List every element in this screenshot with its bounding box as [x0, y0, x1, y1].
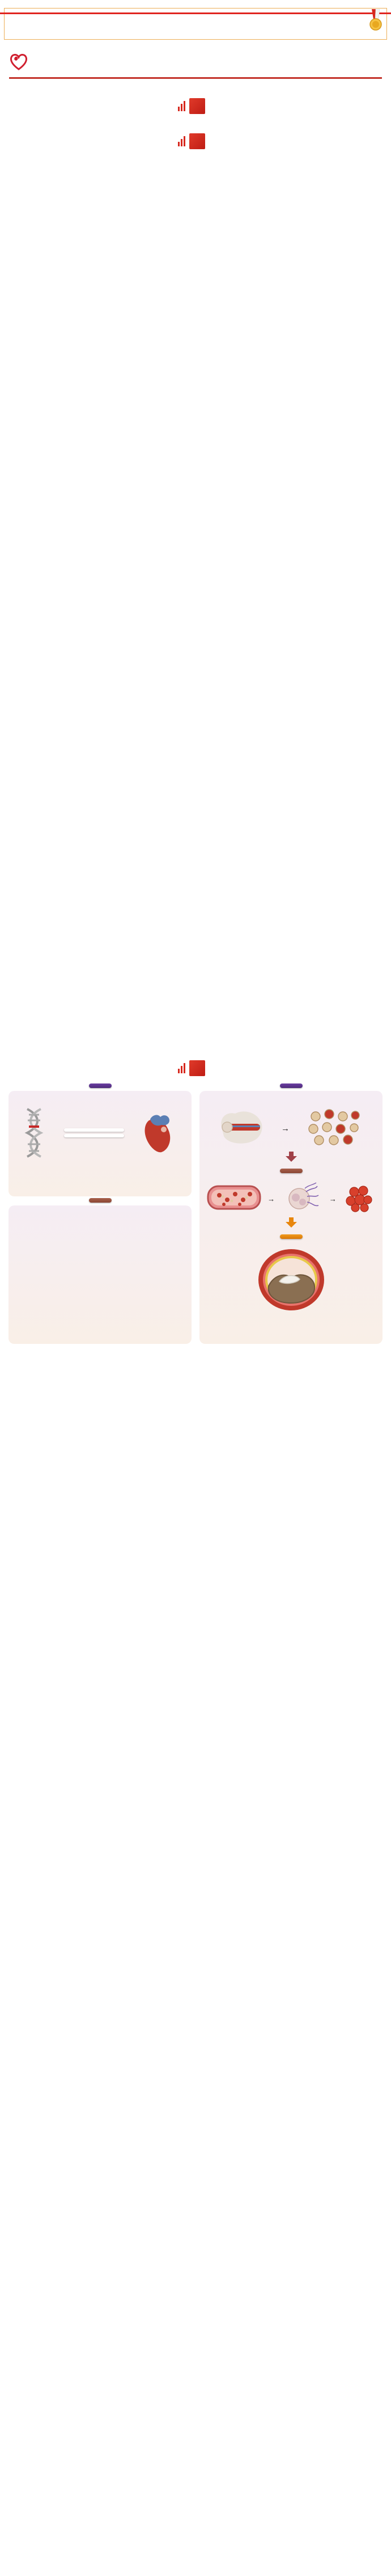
- case-control-card: [8, 1198, 192, 1344]
- section-badge-3: [0, 1060, 391, 1076]
- high-risk-pill: [279, 1234, 303, 1239]
- mechanism-card: →: [199, 1083, 382, 1344]
- forest-plots: [14, 1219, 184, 1343]
- badge-bars-icon: [178, 136, 186, 146]
- figure-1: [0, 164, 391, 420]
- flow-connector-lines: [20, 167, 227, 307]
- graphical-abstract-right: →: [199, 1083, 382, 1344]
- section-badge-1: [0, 98, 391, 114]
- paper-first-page: [9, 52, 382, 79]
- plaque-erosion-icon: [258, 1249, 324, 1310]
- down-arrow-dark-red: [205, 1152, 377, 1165]
- paper-header: [9, 52, 382, 71]
- plaque-rupture-option: [64, 1134, 124, 1137]
- net-formation-icon: [288, 1182, 319, 1209]
- arrow-right-icon: →: [329, 1195, 337, 1203]
- figure-2: [0, 440, 391, 711]
- mutation-pill: [279, 1083, 303, 1088]
- esc-heart-icon: [10, 54, 27, 70]
- badge-bars-icon: [178, 1063, 186, 1073]
- badge-number: [189, 133, 205, 149]
- fig1-flow-chart: [20, 167, 227, 307]
- activated-neutrophils-pill: [279, 1169, 303, 1173]
- badge-bars-icon: [178, 101, 186, 111]
- stem-cells-icon: [308, 1109, 360, 1145]
- aims-card: [8, 1083, 192, 1196]
- dna-icon: [24, 1108, 44, 1158]
- plaque-erosion-option: [64, 1128, 124, 1132]
- arrow-right-icon: →: [281, 1124, 290, 1133]
- arrow-right-icon: →: [267, 1195, 275, 1203]
- section-badge-2: [0, 133, 391, 149]
- top-red-line: [0, 12, 391, 14]
- graphical-abstract-left: [8, 1083, 192, 1344]
- badge-number: [189, 98, 205, 114]
- graphical-abstract: →: [8, 1083, 382, 1344]
- esc-logo: [9, 52, 94, 71]
- intro-box: [4, 8, 387, 40]
- heart-mi-icon: [144, 1115, 171, 1153]
- case-control-pill: [88, 1198, 112, 1203]
- aims-pill: [88, 1083, 112, 1088]
- thrombus-icon: [346, 1186, 373, 1212]
- blood-vessel-icon: [207, 1185, 261, 1210]
- header-rule: [9, 77, 382, 79]
- figure-3: [0, 730, 391, 1041]
- badge-number: [189, 1060, 205, 1076]
- down-arrow-orange: [205, 1217, 377, 1230]
- medal-icon: [369, 9, 382, 31]
- bone-marrow-icon: [221, 1111, 262, 1144]
